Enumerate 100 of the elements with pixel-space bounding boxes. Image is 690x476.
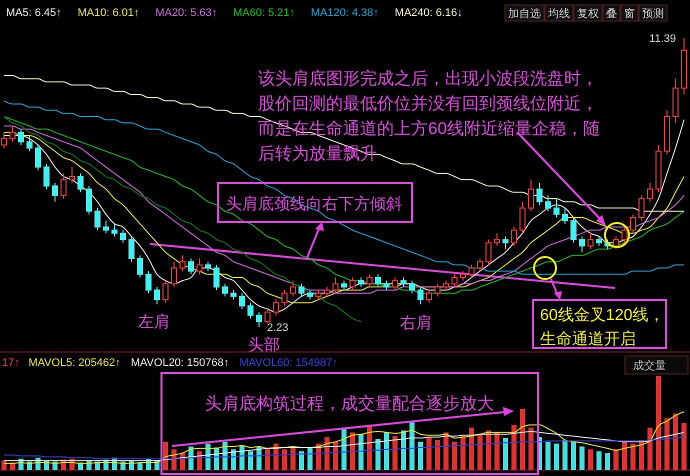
annotation: 60线金叉120线，生命通道开启: [540, 306, 664, 348]
candlestick: [10, 126, 16, 142]
candlestick: [545, 194, 551, 212]
bar: [580, 446, 584, 470]
text: 加自选: [508, 7, 541, 20]
candlestick: [647, 182, 653, 202]
candlestick: [579, 236, 585, 253]
bar: [622, 442, 627, 470]
candlestick: [554, 198, 560, 218]
candlestick: [120, 230, 126, 244]
text: 头部: [248, 336, 280, 354]
text: 复权: [577, 8, 599, 20]
candlestick: [60, 172, 66, 200]
candlestick: [588, 232, 594, 250]
bar: [554, 444, 559, 470]
text: 叠: [606, 8, 617, 20]
bar: [358, 434, 364, 470]
bar: [588, 449, 593, 470]
bar: [282, 449, 287, 470]
text: MAVOL60: 154987↑: [239, 357, 338, 369]
bar: [630, 444, 636, 470]
candlestick: [52, 182, 58, 202]
bar: [426, 437, 432, 470]
text: MA120: 4.38↑: [310, 7, 379, 19]
annotation: 头肩底构筑过程，成交量配合逐步放大: [205, 394, 494, 413]
candlestick: [656, 144, 662, 193]
bar: [231, 449, 236, 470]
text: MA20: 5.63↑: [155, 7, 218, 19]
bar: [664, 418, 670, 470]
bar: [503, 438, 508, 470]
bar: [546, 442, 550, 470]
bar: [469, 428, 474, 470]
bar: [639, 440, 644, 470]
text: 均线: [547, 7, 570, 20]
bar: [494, 432, 500, 470]
candlestick: [332, 276, 338, 294]
bar: [478, 434, 482, 470]
bar: [682, 423, 686, 470]
annotation: 左肩: [138, 313, 170, 331]
bar: [648, 428, 652, 470]
bar: [138, 462, 142, 470]
bar: [528, 428, 534, 470]
text: MAVOL20: 150768↑: [130, 357, 230, 369]
candlestick: [112, 223, 118, 237]
annotation: 右肩: [400, 314, 432, 332]
text: 成交量: [633, 359, 666, 372]
text: MA240: 6.16↓: [394, 7, 463, 19]
text: MA5: 6.45↑: [6, 7, 62, 19]
candlestick: [502, 236, 508, 250]
bar: [512, 424, 516, 470]
annotation: 11.39: [649, 33, 676, 45]
text: 预测: [642, 8, 664, 20]
bar: [571, 442, 576, 470]
candlestick: [536, 182, 542, 206]
candlestick: [681, 38, 687, 95]
bar: [418, 442, 423, 470]
bar: [605, 453, 610, 470]
text: 窗: [624, 7, 635, 20]
candlestick: [171, 261, 177, 288]
candlestick: [26, 134, 32, 152]
candlestick: [528, 179, 534, 212]
candlestick: [256, 312, 262, 328]
bar: [401, 430, 406, 470]
bar: [350, 432, 355, 470]
bar: [435, 440, 440, 470]
candlestick: [290, 280, 296, 297]
text: 17↑: [2, 357, 20, 369]
bar: [460, 436, 466, 470]
candlestick: [196, 258, 202, 275]
bar: [392, 436, 398, 470]
bar: [265, 448, 270, 470]
bar: [656, 376, 661, 470]
bar: [308, 447, 312, 470]
text: MA10: 6.01↑: [78, 7, 140, 19]
bar: [410, 421, 414, 470]
text: MAVOL5: 205462↑: [28, 357, 121, 369]
bar: [299, 451, 304, 470]
bar: [562, 440, 568, 470]
bar: [384, 432, 389, 470]
bar: [324, 437, 330, 470]
bar: [333, 442, 338, 470]
bar: [2, 460, 6, 470]
candlestick: [486, 239, 492, 266]
bar: [444, 432, 448, 470]
candlestick: [664, 110, 670, 155]
bar: [376, 438, 380, 470]
candlestick: [520, 201, 526, 234]
candlestick: [180, 254, 186, 272]
bar: [452, 442, 457, 470]
bar: [596, 451, 602, 470]
bar: [248, 451, 253, 470]
candlestick: [103, 220, 109, 234]
candlestick: [672, 78, 678, 124]
candlestick: [494, 232, 500, 246]
candlestick: [562, 208, 568, 224]
bar: [673, 414, 678, 470]
bar: [614, 449, 618, 470]
candlestick: [69, 166, 75, 184]
candlestick: [1, 132, 7, 149]
text: MA60: 5.21↑: [233, 7, 295, 19]
